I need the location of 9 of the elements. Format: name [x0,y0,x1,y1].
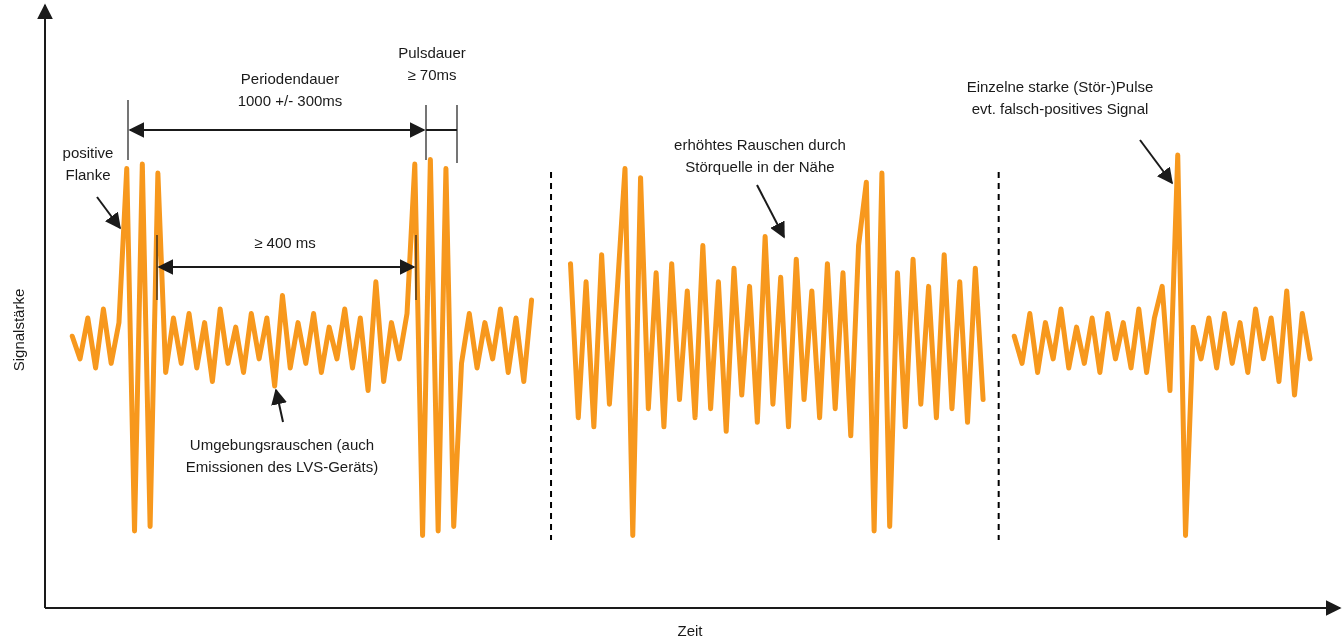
text: Einzelne starke (Stör-)Pulse evt. falsch-positives Signal [966,78,1154,117]
annotation: erhöhtes Rauschen durch Störquelle in der Nähe [674,136,846,175]
annotation: ≥ 400 ms [254,234,316,251]
annotation: positive Flanke [62,144,114,183]
text: Periodendauer 1000 +/- 300ms [237,70,343,109]
text: Pulsdauer ≥ 70ms [398,44,466,83]
annotation: Umgebungsrauschen (auch Emissionen des LVS-Geräts) [185,436,379,475]
x-axis-title: Zeit [677,622,704,639]
y-axis-title: Signalstärke [10,288,27,372]
